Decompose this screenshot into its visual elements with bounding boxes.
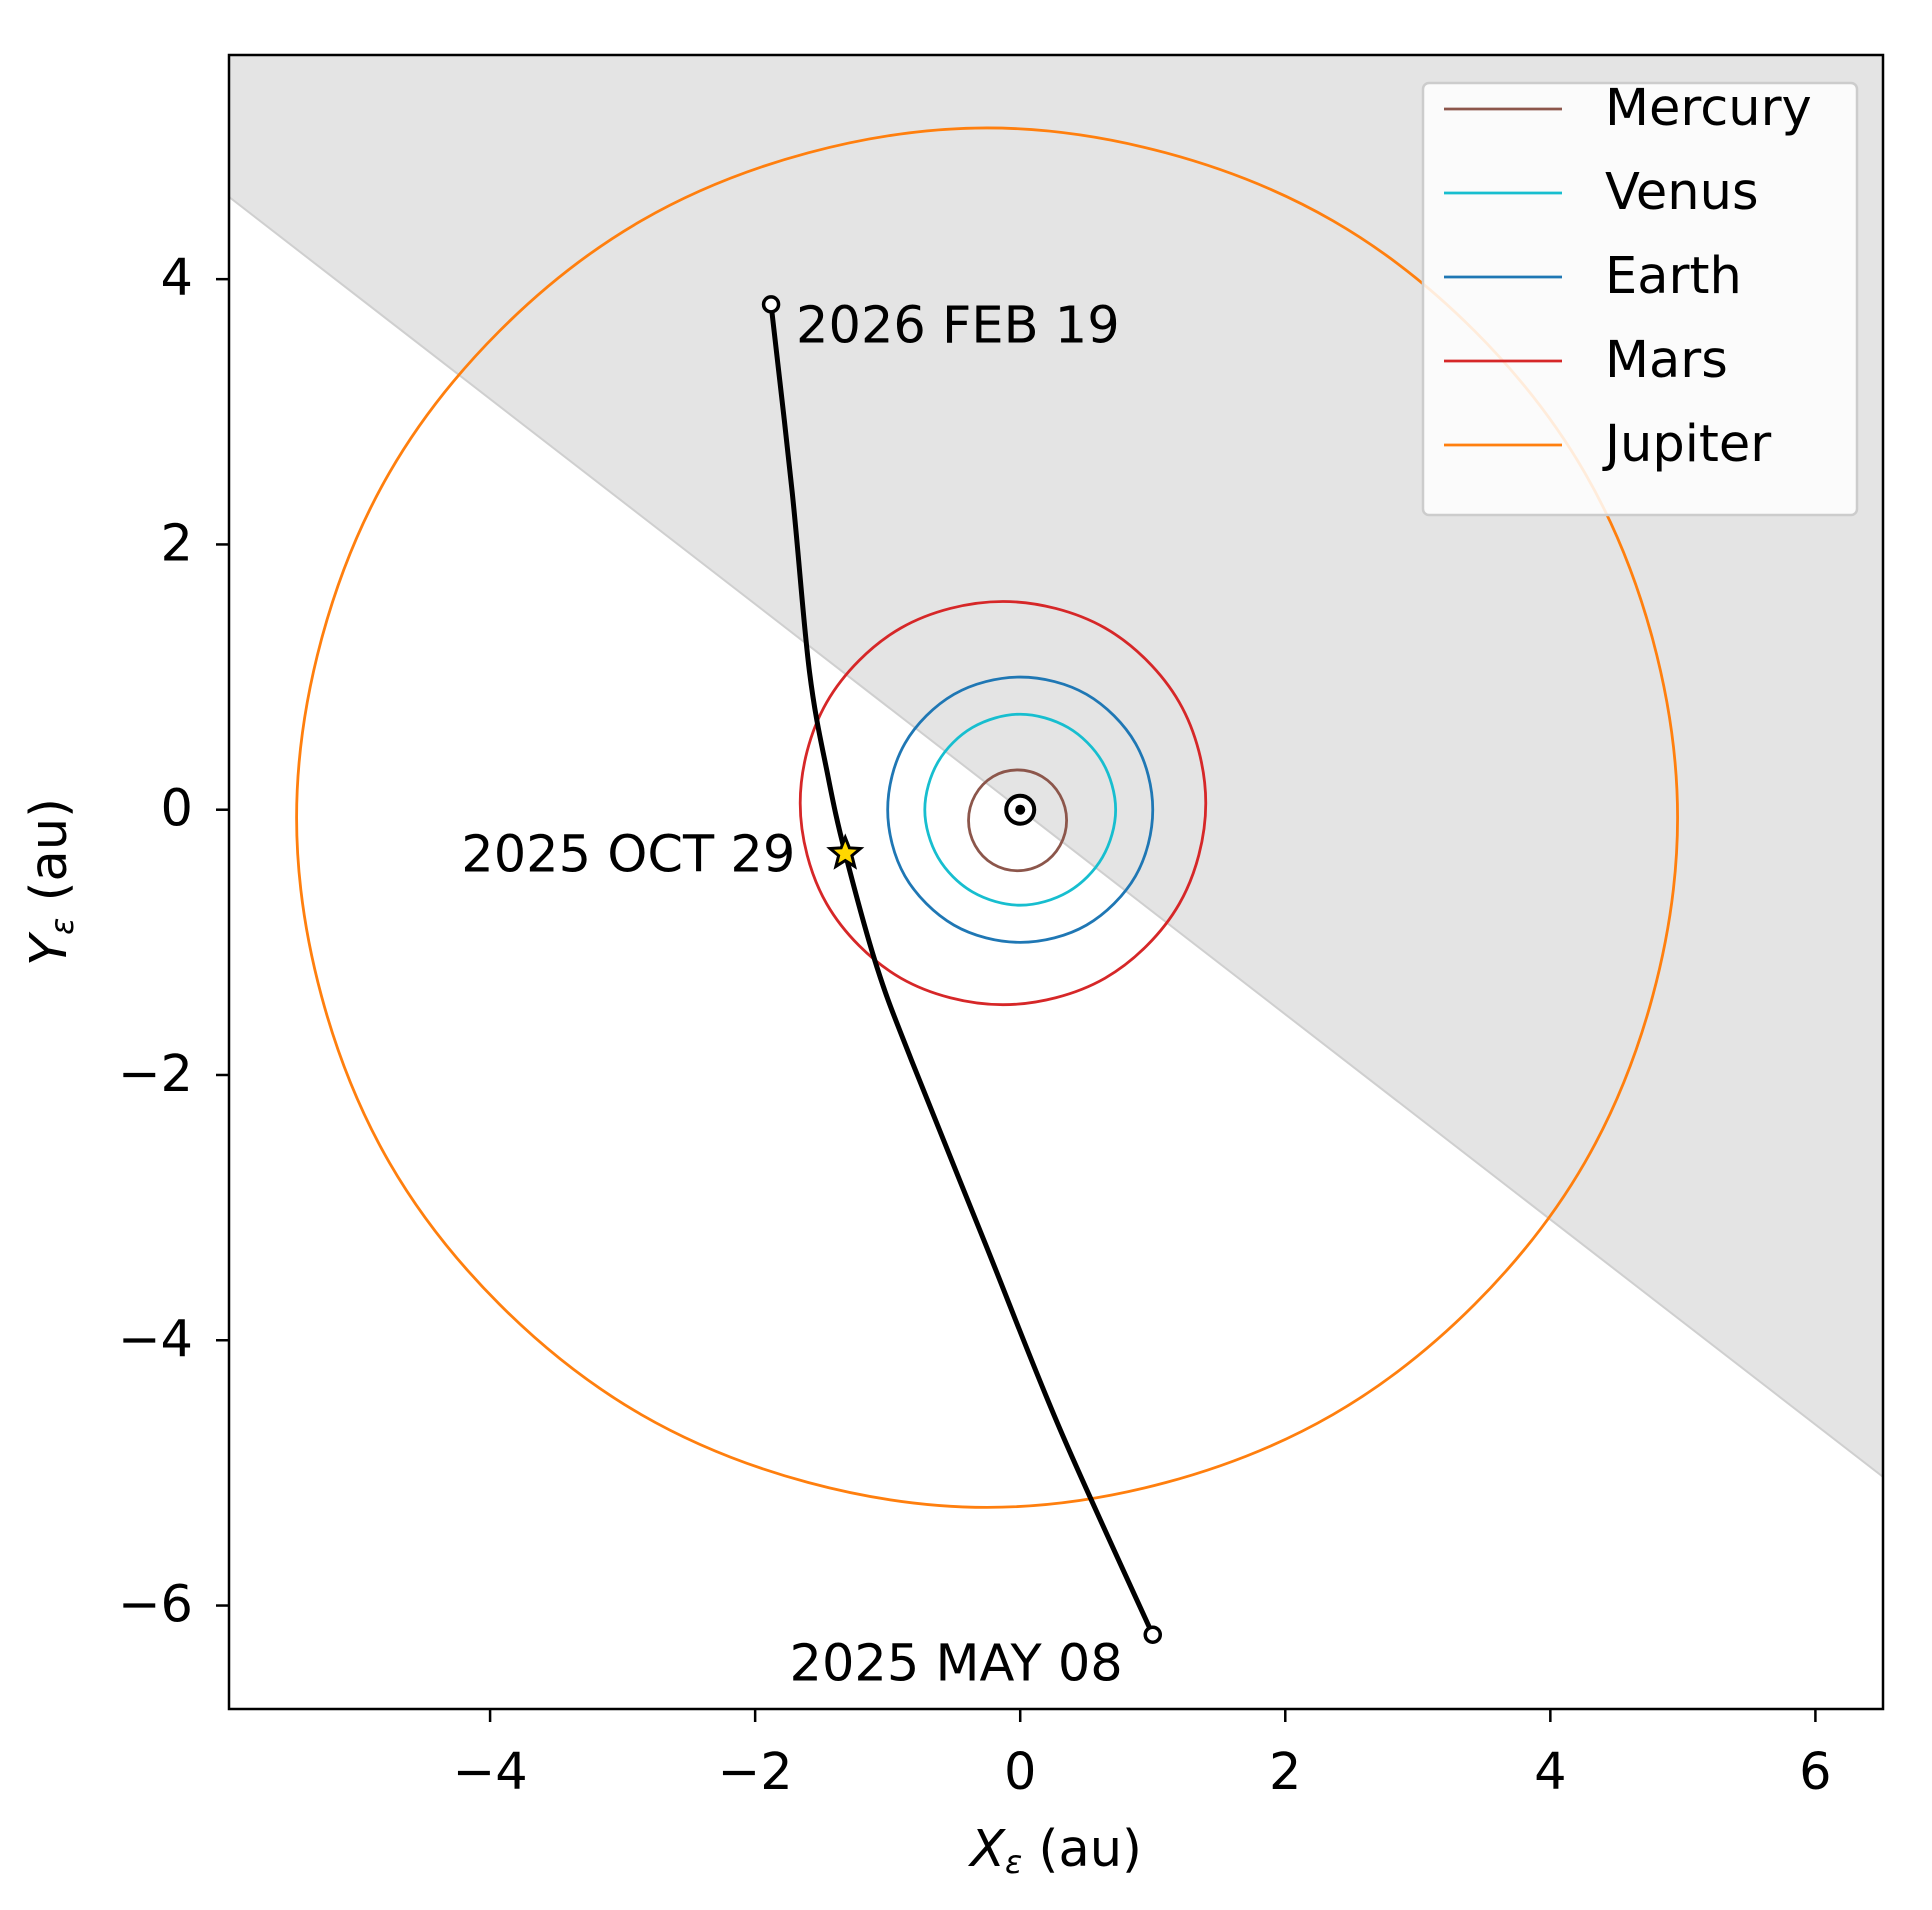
y-label-subscript: ε: [43, 918, 81, 935]
shaded-boundary: [229, 196, 1883, 1478]
legend-label: Mercury: [1605, 79, 1812, 138]
y-axis-label: Yε (au): [20, 798, 81, 966]
y-tick-label: 4: [161, 249, 193, 308]
x-tick-label: 2: [1269, 1743, 1301, 1802]
legend-box: [1421, 81, 1859, 517]
date-annotation: 2025 OCT 29: [461, 825, 795, 884]
x-label-symbol: X: [967, 1820, 1006, 1879]
sun-dot: [1015, 804, 1026, 815]
legend-label: Mars: [1605, 331, 1728, 390]
y-tick-label: 0: [161, 780, 193, 839]
legend-label: Jupiter: [1602, 415, 1771, 474]
x-tick-label: 0: [1004, 1743, 1036, 1802]
x-tick-label: 4: [1534, 1743, 1566, 1802]
y-tick-label: −4: [118, 1310, 193, 1369]
y-tick-label: −6: [118, 1576, 193, 1635]
x-label-space: [1022, 1820, 1038, 1879]
y-tick-label: −2: [118, 1045, 193, 1104]
y-label-unit: (au): [20, 798, 79, 901]
x-tick-label: −4: [452, 1743, 527, 1802]
x-tick-label: 6: [1799, 1743, 1831, 1802]
date-annotation: 2025 MAY 08: [790, 1635, 1123, 1694]
orbit: [967, 768, 1069, 873]
x-label-unit: (au): [1039, 1820, 1142, 1879]
endpoint-marker: [761, 295, 781, 314]
orbit: [295, 126, 1679, 1509]
y-label-symbol: Y: [20, 931, 79, 966]
x-label-subscript: ε: [1005, 1843, 1022, 1881]
orbit: [798, 600, 1208, 1007]
y-label-space: [20, 901, 79, 917]
legend-label: Earth: [1605, 247, 1742, 306]
endpoint-marker: [1143, 1625, 1162, 1644]
orbit: [923, 712, 1118, 907]
legend-label: Venus: [1605, 163, 1759, 222]
date-annotation: 2026 FEB 19: [796, 296, 1120, 355]
axes-frame: [227, 53, 1885, 1711]
x-axis-label: Xε (au): [967, 1820, 1142, 1881]
closest-approach-marker: [826, 833, 865, 870]
x-tick-label: −2: [718, 1743, 793, 1802]
y-tick-label: 2: [161, 514, 193, 573]
trajectory: [768, 301, 1156, 1638]
orbit: [886, 675, 1155, 944]
